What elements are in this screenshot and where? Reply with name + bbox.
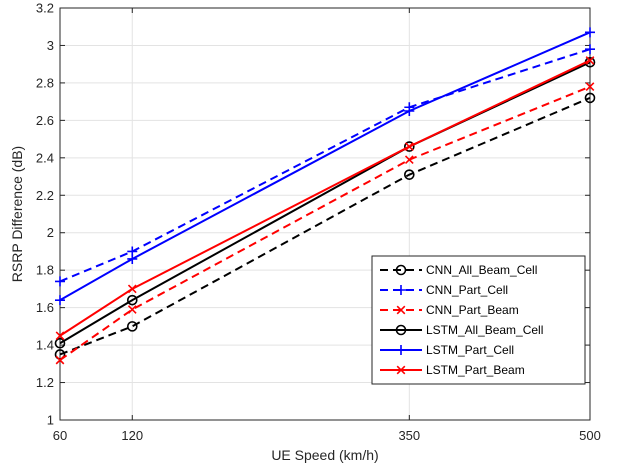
y-tick-label: 2.8	[36, 75, 54, 90]
legend-label: CNN_Part_Beam	[426, 303, 519, 317]
legend-entry: CNN_All_Beam_Cell	[380, 263, 537, 277]
series-lstm-part-beam	[55, 56, 595, 341]
y-tick-label: 2	[47, 225, 54, 240]
data-point	[585, 27, 595, 38]
y-tick-label: 3	[47, 38, 54, 53]
data-point	[585, 56, 595, 65]
legend-entry: LSTM_All_Beam_Cell	[380, 323, 543, 337]
series-group	[54, 27, 596, 365]
data-point	[585, 82, 595, 92]
legend-marker	[396, 365, 406, 375]
data-point	[127, 305, 137, 314]
series-lstm-part-cell	[55, 27, 595, 306]
series-cnn-part-beam	[55, 82, 595, 365]
legend-marker	[396, 285, 406, 295]
y-tick-label: 3.2	[36, 1, 54, 16]
data-point	[127, 253, 138, 264]
plot-area-frame	[59, 7, 591, 421]
legend-marker	[396, 305, 406, 315]
legend-label: CNN_Part_Cell	[426, 283, 508, 297]
y-tick-label: 2.6	[36, 113, 54, 128]
series-line	[59, 48, 591, 283]
legend: CNN_All_Beam_Cell CNN_Part_Cell CNN_Part_B…	[371, 255, 586, 385]
data-point	[126, 321, 138, 332]
x-tick-label: 500	[579, 428, 601, 443]
y-tick-label: 2.2	[36, 188, 54, 203]
data-point	[55, 295, 65, 306]
x-tick-label: 120	[121, 428, 143, 443]
data-point	[126, 294, 138, 306]
data-point	[584, 92, 596, 104]
data-point	[55, 331, 65, 341]
data-point	[404, 106, 415, 116]
y-tick-label: 1.2	[36, 375, 54, 390]
legend-label: LSTM_Part_Beam	[426, 363, 525, 377]
data-point	[404, 155, 414, 165]
y-tick-label: 2.4	[36, 150, 54, 165]
legend-entry: LSTM_Part_Cell	[380, 343, 514, 357]
legend-label: LSTM_Part_Cell	[426, 343, 514, 357]
legend-entry: CNN_Part_Cell	[380, 283, 508, 297]
series-cnn-part-cell	[55, 44, 595, 287]
y-axis-title: RSRP Difference (dB)	[9, 146, 25, 282]
axis-ticks: 1 1.2 1.4 1.6 1.8 2 2.2 2.4 2.6 2.8 3 3.2 60 120 350 50…	[36, 1, 601, 444]
series-line	[59, 31, 591, 302]
series-line	[59, 96, 591, 356]
data-point	[54, 337, 66, 349]
series-cnn-all-beam-cell	[54, 92, 596, 360]
series-line	[59, 85, 591, 361]
data-point	[55, 355, 65, 365]
data-point	[585, 44, 595, 55]
data-point	[127, 284, 137, 294]
legend-label: CNN_All_Beam_Cell	[426, 263, 537, 277]
data-point	[404, 169, 415, 180]
legend-box	[371, 255, 586, 385]
y-tick-label: 1.8	[36, 263, 54, 278]
y-tick-label: 1.6	[36, 300, 54, 315]
series-line	[59, 59, 591, 337]
y-tick-label: 1.4	[36, 338, 54, 353]
x-tick-label: 350	[398, 428, 420, 443]
legend-entry: CNN_Part_Beam	[380, 303, 519, 317]
x-tick-label: 60	[53, 428, 67, 443]
data-point	[404, 141, 415, 152]
data-point	[55, 276, 65, 287]
y-tick-label: 1	[47, 413, 54, 428]
legend-entry: LSTM_Part_Beam	[380, 363, 525, 377]
x-axis-title: UE Speed (km/h)	[271, 447, 378, 463]
legend-marker	[395, 264, 407, 276]
legend-label: LSTM_All_Beam_Cell	[426, 323, 543, 337]
legend-marker	[395, 324, 407, 336]
legend-marker	[396, 345, 406, 355]
data-point	[404, 142, 414, 151]
